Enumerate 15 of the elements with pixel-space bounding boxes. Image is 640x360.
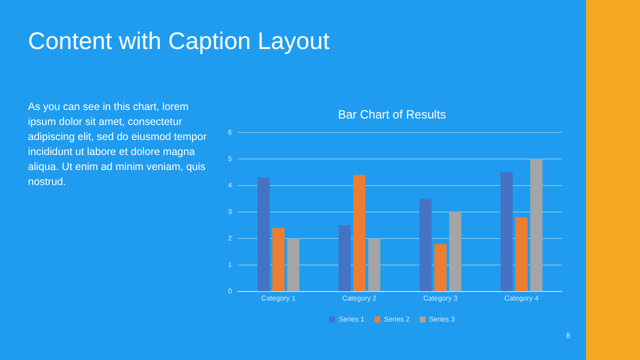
bar	[420, 198, 432, 292]
bar	[434, 244, 447, 292]
bar	[515, 217, 528, 292]
bar	[353, 174, 366, 292]
bar	[368, 238, 380, 292]
bar	[257, 178, 270, 292]
bar	[500, 172, 513, 292]
chart-title: Bar Chart of Results	[338, 108, 446, 122]
bar	[530, 158, 542, 292]
bar	[338, 225, 351, 292]
bar	[449, 212, 462, 292]
text: As you can see in this chart, lorem ipsum dolor sit amet, consectetur adipiscing elit, sed do eiusmod tempor incididunt ut labore et dolore magna aliqua. Ut enim ad minim veniam, quis nostrud.	[28, 100, 208, 190]
bar	[272, 228, 284, 292]
bar	[287, 238, 300, 292]
text: Content with Caption Layout	[28, 28, 330, 56]
